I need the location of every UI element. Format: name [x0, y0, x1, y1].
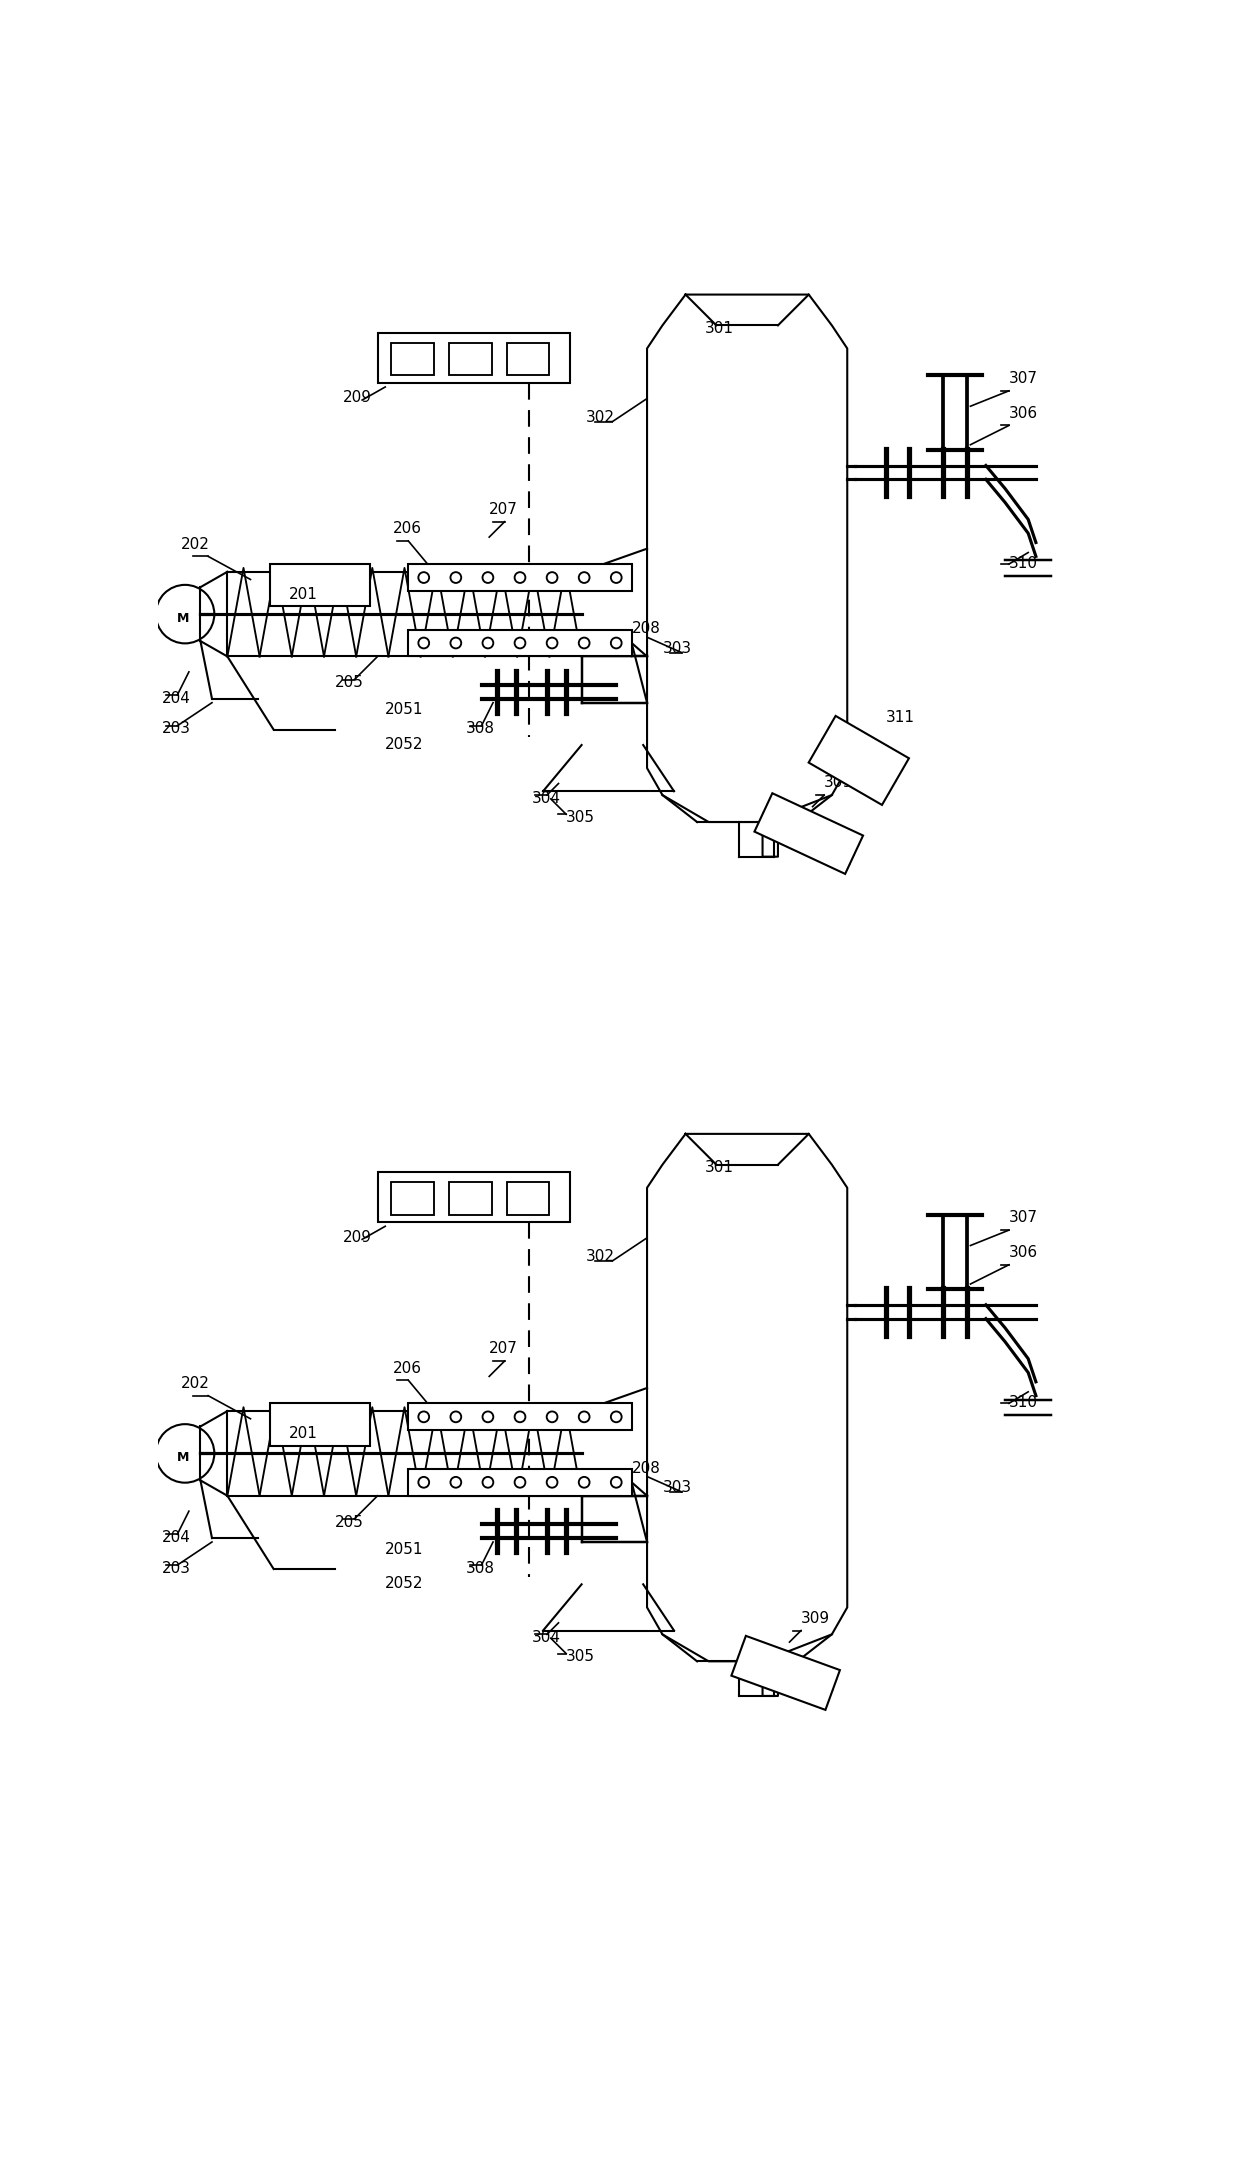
Bar [270, 1404, 370, 1445]
Text: 205: 205 [335, 676, 365, 691]
Bar [392, 1183, 434, 1215]
Bar [408, 630, 631, 656]
Text: 309: 309 [825, 775, 853, 791]
Text: 207: 207 [490, 1341, 518, 1356]
Text: 301: 301 [704, 321, 734, 336]
Bar [449, 1183, 491, 1215]
Text: 301: 301 [704, 1161, 734, 1176]
Bar [754, 793, 863, 873]
Bar [408, 1469, 631, 1497]
Text: 310: 310 [1009, 557, 1038, 572]
Text: 307: 307 [1009, 1211, 1038, 1226]
Text: 2052: 2052 [386, 736, 424, 752]
Bar [507, 342, 549, 375]
Bar [408, 1404, 631, 1430]
Text: 204: 204 [162, 1529, 191, 1544]
Text: 208: 208 [631, 622, 661, 637]
Text: 302: 302 [585, 1250, 615, 1265]
Bar [377, 1172, 570, 1222]
Text: M: M [177, 1451, 190, 1464]
Text: 308: 308 [466, 1562, 495, 1577]
Text: 202: 202 [181, 537, 210, 552]
Text: 209: 209 [343, 390, 372, 405]
Text: 311: 311 [885, 710, 915, 726]
Text: 201: 201 [289, 1425, 317, 1440]
Bar [732, 1635, 839, 1709]
Text: 209: 209 [343, 1230, 372, 1245]
Text: 203: 203 [162, 1562, 191, 1577]
Text: 2051: 2051 [386, 1542, 424, 1557]
Text: 2051: 2051 [386, 702, 424, 717]
Text: 310: 310 [1009, 1395, 1038, 1410]
Text: 203: 203 [162, 721, 191, 736]
Bar [270, 563, 370, 606]
Text: 204: 204 [162, 691, 191, 706]
Text: 206: 206 [393, 1360, 422, 1375]
Bar [392, 342, 434, 375]
Text: 2052: 2052 [386, 1577, 424, 1592]
Text: 207: 207 [490, 503, 518, 518]
Text: 306: 306 [1009, 405, 1038, 420]
Text: 303: 303 [662, 641, 692, 656]
Text: 309: 309 [801, 1612, 830, 1627]
Text: 202: 202 [181, 1375, 210, 1391]
Text: 306: 306 [1009, 1245, 1038, 1261]
Text: 201: 201 [289, 587, 317, 602]
Text: 308: 308 [466, 721, 495, 736]
Text: M: M [177, 611, 190, 624]
Bar [808, 717, 909, 806]
Bar [408, 563, 631, 591]
Text: 304: 304 [532, 791, 560, 806]
Text: 303: 303 [662, 1479, 692, 1495]
Text: 305: 305 [567, 810, 595, 825]
Bar [507, 1183, 549, 1215]
Bar [377, 334, 570, 383]
Text: 205: 205 [335, 1514, 365, 1529]
Text: 305: 305 [567, 1648, 595, 1663]
Text: 302: 302 [585, 409, 615, 425]
Text: 307: 307 [1009, 370, 1038, 386]
Text: 208: 208 [631, 1460, 661, 1475]
Bar [449, 342, 491, 375]
Text: 304: 304 [532, 1631, 560, 1644]
Text: 206: 206 [393, 522, 422, 537]
